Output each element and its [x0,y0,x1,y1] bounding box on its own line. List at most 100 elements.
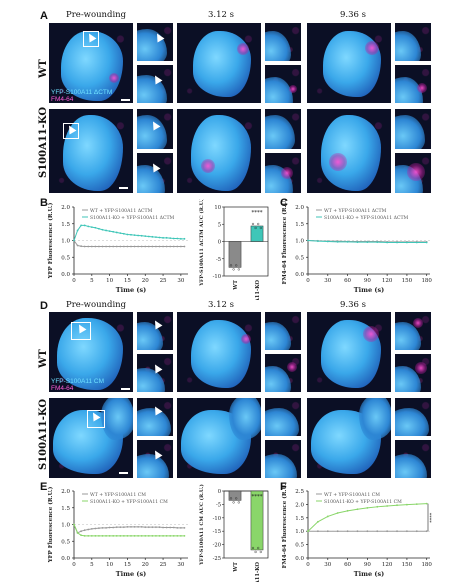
x-tick-label: 120 [382,278,393,284]
data-point [169,526,172,529]
data-point [386,241,389,244]
bar [250,225,264,242]
data-point [172,526,175,529]
data-point [176,245,179,248]
y-tick-label: 1.0 [295,239,304,245]
data-point [176,237,179,240]
data-point [101,228,104,231]
data-point [366,530,369,533]
column-title-3-12s: 3.12 s [208,10,234,20]
inset-d-ko-3s-top [264,397,302,437]
x-tick-label: 180 [421,562,432,568]
data-point [115,526,118,529]
y-tick-label: 0.5 [61,539,70,545]
data-point [101,245,104,248]
data-point [179,237,182,240]
x-axis-label: Time (s) [116,570,146,578]
data-point [356,530,359,533]
data-point [336,530,339,533]
data-point [336,512,339,514]
data-point [119,232,122,235]
y-tick-label: 0.0 [61,272,70,278]
x-tick-label: 60 [344,278,351,284]
data-point [83,529,86,532]
data-point [98,245,100,248]
column-title-3-12s-d: 3.12 s [208,300,234,310]
y-tick-label: 0.0 [61,556,70,562]
x-tick-label: 90 [364,562,371,568]
data-point [115,231,118,234]
y-tick-label: 0 [218,489,221,495]
data-point [130,245,132,248]
data-point [183,526,186,529]
micrograph-d-wt-pre: YFP-S100A11 CM FM4-64 [48,311,134,393]
data-point [415,503,418,506]
data-point [122,534,125,537]
data-point [415,530,418,533]
overlay-label-fm-d: FM4-64 [51,385,74,392]
y-tick-label: 2.5 [295,489,304,495]
data-point [80,530,83,533]
data-point [179,534,182,537]
data-point [386,530,389,533]
y-tick-label: 0.0 [295,556,304,562]
data-point [144,534,147,537]
data-point [73,523,75,526]
data-point [169,237,172,240]
data-point [151,245,154,248]
data-point [87,528,90,531]
data-point [83,534,86,537]
data-point [98,227,100,230]
bar [228,241,242,268]
data-point [158,534,161,537]
data-point [158,245,161,248]
data-point [165,526,168,529]
overlay-label-fm: FM4-64 [51,96,74,103]
data-point [254,550,257,554]
x-tick-label: 0 [306,562,310,568]
y-tick-label: 0 [218,240,221,246]
y-axis-label: YFP Fluorescence (R.U.) [47,486,54,563]
data-point [94,245,97,248]
x-tick-label: 0 [72,278,76,284]
data-point [165,236,168,239]
x-tick-label: 30 [177,562,184,568]
data-point [172,245,175,248]
y-tick-label: 2.0 [61,205,70,211]
category-label: S100A11-KO [255,280,261,300]
y-tick-label: 1.5 [61,222,70,228]
data-point [83,224,86,227]
data-point [415,241,418,244]
data-point [133,525,136,528]
y-tick-label: -10 [213,516,221,522]
data-point [406,503,408,506]
inset-d-wt-pre-bottom [136,353,174,393]
data-point [158,526,161,529]
inset-d-ko-pre-top [136,397,174,437]
data-point [105,526,107,529]
data-point [356,241,359,244]
category-label: WT [233,562,239,573]
data-point [108,526,111,529]
data-point [76,244,79,247]
bar [250,490,264,551]
legend-label: S100A11-KO + YFP-S100A11 CM [324,499,402,505]
data-point [356,508,359,511]
y-tick-label: 1.5 [295,516,304,522]
data-point [137,525,140,528]
data-point [251,546,255,550]
y-tick-label: -15 [213,529,221,535]
data-point [83,245,86,248]
data-point [165,245,168,248]
y-tick-label: -5 [216,257,221,263]
data-point [140,234,143,237]
data-point [122,245,125,248]
data-point [112,526,115,529]
column-title-9-36s-d: 9.36 s [340,300,366,310]
y-axis-label: FM4-64 Fluorescence (R.U.) [281,483,288,568]
x-tick-label: 150 [402,562,413,568]
data-point [316,520,319,523]
panel-label-a: A [40,10,48,22]
panel-label-e: E [40,481,48,493]
column-title-pre-wounding-d: Pre-wounding [66,300,127,310]
